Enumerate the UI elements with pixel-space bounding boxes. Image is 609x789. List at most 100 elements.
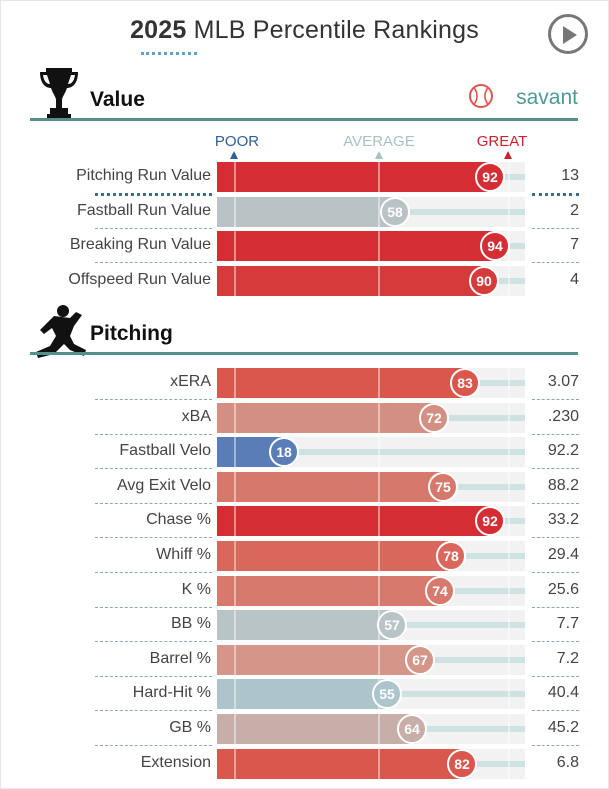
gridline-great: [508, 610, 510, 640]
row-divider: [532, 537, 579, 538]
title-underline: [141, 52, 197, 55]
row-divider: [95, 262, 212, 263]
row-divider: [532, 572, 579, 573]
percentile-remainder: [449, 553, 525, 559]
percentile-remainder: [282, 449, 525, 455]
percentile-bar-whiff: [217, 541, 449, 571]
metric-value-barrel: 7.2: [556, 650, 579, 667]
gridline-average: [378, 576, 380, 606]
gridline-average: [378, 472, 380, 502]
metric-label-k: K %: [181, 581, 211, 598]
percentile-bubble-barrel[interactable]: 67: [405, 645, 435, 675]
row-divider: [532, 228, 579, 229]
gridline-poor: [234, 645, 236, 675]
gridline-great: [508, 714, 510, 744]
metric-value-fastball-velo: 92.2: [547, 442, 579, 459]
gridline-great: [508, 403, 510, 433]
percentile-bar-barrel: [217, 645, 418, 675]
percentile-bubble-bb[interactable]: 57: [377, 610, 407, 640]
row-divider: [532, 607, 579, 608]
percentile-bubble-avg-exit-velo[interactable]: 75: [428, 472, 458, 502]
percentile-track: 57: [217, 610, 525, 640]
metric-value-hard-hit: 40.4: [547, 684, 579, 701]
metric-row-k: K % 74 25.6: [0, 574, 609, 608]
page-title: 2025 MLB Percentile Rankings: [0, 16, 609, 45]
percentile-bubble-xba[interactable]: 72: [419, 403, 449, 433]
row-divider: [95, 193, 212, 196]
percentile-bubble-extension[interactable]: 82: [447, 749, 477, 779]
row-divider: [95, 710, 212, 711]
percentile-bubble-hard-hit[interactable]: 55: [372, 679, 402, 709]
metric-label-avg-exit-velo: Avg Exit Velo: [117, 477, 211, 494]
gridline-great: [508, 472, 510, 502]
gridline-poor: [234, 368, 236, 398]
percentile-bar-hard-hit: [217, 679, 385, 709]
metric-label-xba: xBA: [181, 408, 211, 425]
percentile-remainder: [460, 761, 525, 767]
percentile-bubble-whiff[interactable]: 78: [436, 541, 466, 571]
value-section-rule: [30, 118, 578, 121]
gridline-great: [508, 506, 510, 536]
gridline-poor: [234, 403, 236, 433]
row-divider: [95, 572, 212, 573]
percentile-remainder: [418, 657, 525, 663]
gridline-great: [508, 162, 510, 192]
percentile-bar-xera: [217, 368, 463, 398]
percentile-track: 58: [217, 197, 525, 227]
gridline-great: [508, 266, 510, 296]
gridline-average: [378, 368, 380, 398]
percentile-remainder: [390, 622, 525, 628]
pitching-section-rule: [30, 352, 578, 355]
gridline-average: [378, 714, 380, 744]
metric-row-pitching-run-value: Pitching Run Value 92 13: [0, 160, 609, 196]
baseball-icon: [469, 84, 493, 108]
gridline-poor: [234, 231, 236, 261]
gridline-average: [378, 403, 380, 433]
metric-row-xera: xERA 83 3.07: [0, 366, 609, 400]
metric-value-chase: 33.2: [547, 511, 579, 528]
metric-row-offspeed-run-value: Offspeed Run Value 90 4: [0, 264, 609, 298]
percentile-bubble-xera[interactable]: 83: [450, 368, 480, 398]
percentile-bubble-gb[interactable]: 64: [397, 714, 427, 744]
gridline-great: [508, 749, 510, 779]
percentile-bubble-k[interactable]: 74: [425, 576, 455, 606]
metric-label-chase: Chase %: [146, 511, 211, 528]
play-button[interactable]: [548, 14, 588, 54]
gridline-poor: [234, 197, 236, 227]
percentile-remainder: [463, 380, 525, 386]
percentile-track: 92: [217, 506, 525, 536]
metric-row-avg-exit-velo: Avg Exit Velo 75 88.2: [0, 470, 609, 504]
percentile-track: 75: [217, 472, 525, 502]
percentile-bubble-fastball-run-value[interactable]: 58: [380, 197, 410, 227]
percentile-bar-gb: [217, 714, 410, 744]
percentile-remainder: [432, 415, 525, 421]
row-divider: [95, 745, 212, 746]
gridline-great: [508, 197, 510, 227]
gridline-average: [378, 231, 380, 261]
percentile-remainder: [410, 726, 525, 732]
row-divider: [532, 434, 579, 435]
percentile-remainder: [441, 484, 525, 490]
gridline-poor: [234, 714, 236, 744]
gridline-average: [378, 197, 380, 227]
percentile-remainder: [438, 588, 525, 594]
pitching-section-label: Pitching: [90, 322, 173, 345]
percentile-bar-chase: [217, 506, 488, 536]
gridline-average: [378, 749, 380, 779]
percentile-track: 82: [217, 749, 525, 779]
metric-row-whiff: Whiff % 78 29.4: [0, 539, 609, 573]
savant-brand[interactable]: savant: [516, 86, 578, 109]
metric-value-pitching-run-value: 13: [561, 167, 579, 184]
metric-value-avg-exit-velo: 88.2: [547, 477, 579, 494]
percentile-bubble-chase[interactable]: 92: [475, 506, 505, 536]
percentile-bar-extension: [217, 749, 460, 779]
percentile-bubble-pitching-run-value[interactable]: 92: [475, 162, 505, 192]
percentile-bubble-fastball-velo[interactable]: 18: [269, 437, 299, 467]
metric-row-breaking-run-value: Breaking Run Value 94 7: [0, 229, 609, 263]
metric-row-hard-hit: Hard-Hit % 55 40.4: [0, 677, 609, 711]
percentile-bubble-offspeed-run-value[interactable]: 90: [469, 266, 499, 296]
percentile-bubble-breaking-run-value[interactable]: 94: [480, 231, 510, 261]
row-divider: [95, 468, 212, 469]
row-divider: [95, 607, 212, 608]
metric-label-breaking-run-value: Breaking Run Value: [69, 236, 211, 253]
